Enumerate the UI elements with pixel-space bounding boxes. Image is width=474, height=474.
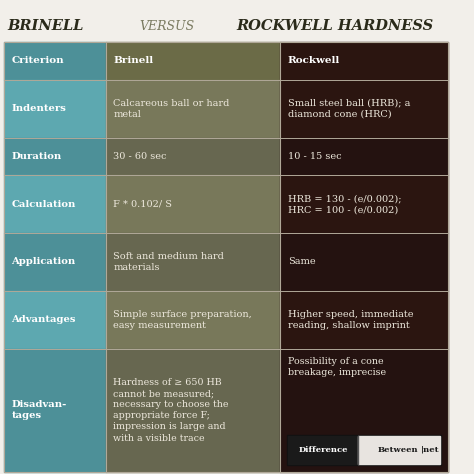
Bar — [4, 233, 106, 291]
Bar — [106, 348, 280, 472]
Bar — [106, 175, 280, 233]
Bar — [280, 291, 448, 348]
Text: Criterion: Criterion — [11, 56, 64, 65]
Text: Difference: Difference — [298, 446, 348, 454]
Bar — [106, 42, 280, 80]
Bar — [287, 435, 441, 465]
Text: 10 - 15 sec: 10 - 15 sec — [288, 152, 342, 161]
Text: Simple surface preparation,
easy measurement: Simple surface preparation, easy measure… — [113, 310, 252, 330]
Bar — [4, 80, 106, 137]
Bar — [280, 42, 448, 80]
Bar — [106, 137, 280, 175]
Bar — [280, 348, 448, 472]
Text: |net: |net — [421, 446, 440, 454]
Bar — [280, 137, 448, 175]
Text: Calcareous ball or hard
metal: Calcareous ball or hard metal — [113, 99, 230, 119]
Text: Application: Application — [11, 257, 76, 266]
Bar — [280, 175, 448, 233]
Bar — [4, 175, 106, 233]
Text: Advantages: Advantages — [11, 315, 76, 324]
Text: Possibility of a cone
breakage, imprecise: Possibility of a cone breakage, imprecis… — [288, 356, 386, 377]
Text: BRINELL: BRINELL — [8, 19, 84, 33]
Bar — [280, 233, 448, 291]
Text: Brinell: Brinell — [113, 56, 154, 65]
Bar — [106, 233, 280, 291]
Bar — [4, 137, 106, 175]
Text: Soft and medium hard
materials: Soft and medium hard materials — [113, 252, 224, 272]
Bar — [106, 80, 280, 137]
Text: Duration: Duration — [11, 152, 62, 161]
Text: HRB = 130 - (e/0.002);
HRC = 100 - (e/0.002): HRB = 130 - (e/0.002); HRC = 100 - (e/0.… — [288, 194, 401, 214]
Bar — [4, 348, 106, 472]
Text: Higher speed, immediate
reading, shallow imprint: Higher speed, immediate reading, shallow… — [288, 310, 413, 330]
Text: Hardness of ≥ 650 HB
cannot be measured;
necessary to choose the
appropriate for: Hardness of ≥ 650 HB cannot be measured;… — [113, 378, 229, 443]
Text: Rockwell: Rockwell — [288, 56, 340, 65]
Bar — [106, 291, 280, 348]
Text: Calculation: Calculation — [11, 200, 76, 209]
Bar — [280, 80, 448, 137]
Bar — [358, 436, 440, 464]
Bar — [288, 436, 358, 464]
Bar — [4, 42, 106, 80]
Text: Disadvan-
tages: Disadvan- tages — [11, 400, 67, 420]
Text: 30 - 60 sec: 30 - 60 sec — [113, 152, 167, 161]
Bar — [4, 291, 106, 348]
Text: VERSUS: VERSUS — [139, 19, 194, 33]
Text: F * 0.102/ S: F * 0.102/ S — [113, 200, 173, 209]
Text: ROCKWELL HARDNESS: ROCKWELL HARDNESS — [237, 19, 434, 33]
Text: Same: Same — [288, 257, 316, 266]
Text: Small steel ball (HRB); a
diamond cone (HRC): Small steel ball (HRB); a diamond cone (… — [288, 99, 410, 119]
Text: Between: Between — [377, 446, 418, 454]
Text: Indenters: Indenters — [11, 104, 66, 113]
